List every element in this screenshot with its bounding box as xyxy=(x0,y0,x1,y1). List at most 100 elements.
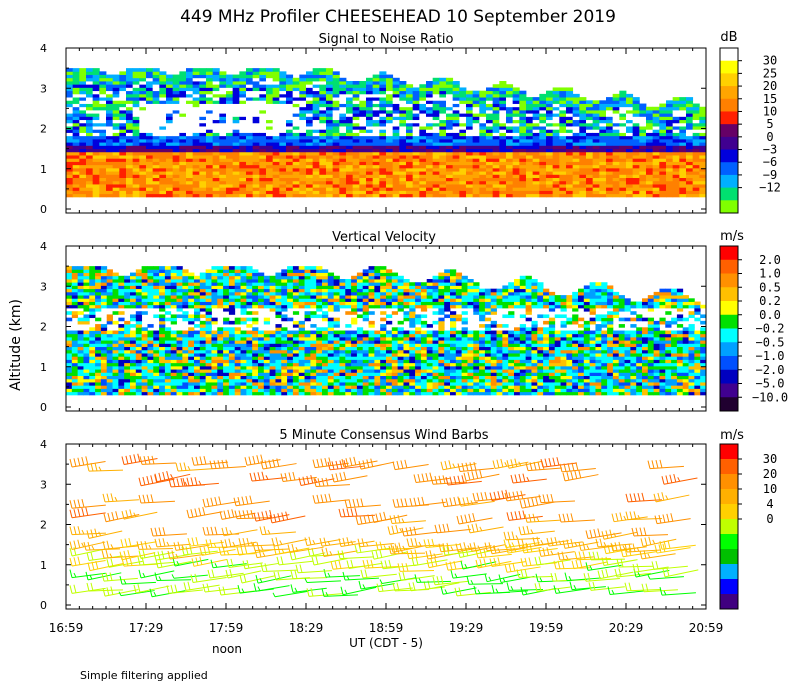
snr-cell xyxy=(272,164,280,169)
snr-cell xyxy=(352,116,360,121)
vv-cell xyxy=(153,353,160,357)
snr-cell xyxy=(672,122,680,127)
vv-cell xyxy=(130,365,137,370)
snr-cell xyxy=(659,190,667,195)
vv-cell xyxy=(77,356,84,360)
snr-cell xyxy=(599,193,607,198)
vv-cell xyxy=(246,385,253,389)
snr-cell xyxy=(426,132,434,137)
vv-cell xyxy=(287,375,294,380)
snr-cell xyxy=(639,171,647,175)
vv-cell xyxy=(292,391,300,396)
snr-cell xyxy=(139,180,147,185)
snr-cell xyxy=(446,184,454,188)
snr-cell xyxy=(239,174,247,179)
snr-cell xyxy=(139,90,147,95)
snr-cell xyxy=(492,158,500,162)
snr-cell xyxy=(572,158,580,162)
snr-cell xyxy=(72,158,80,162)
snr-cell xyxy=(519,177,527,182)
snr-cell xyxy=(399,113,407,117)
snr-cell xyxy=(226,129,234,133)
vv-cell xyxy=(234,385,241,389)
snr-cell xyxy=(652,161,660,166)
snr-cell xyxy=(466,167,474,172)
snr-cell xyxy=(219,93,227,98)
snr-cell xyxy=(446,119,454,124)
snr-cell xyxy=(252,177,260,182)
vv-cell xyxy=(83,378,90,383)
snr-cell xyxy=(226,193,234,198)
snr-cell xyxy=(359,106,367,111)
snr-cell xyxy=(139,93,147,98)
snr-cell xyxy=(79,129,87,133)
vv-cell xyxy=(240,295,247,299)
snr-cell xyxy=(672,180,680,185)
snr-cell xyxy=(612,148,620,153)
snr-cell xyxy=(666,132,674,137)
snr-cell xyxy=(306,151,314,156)
snr-cell xyxy=(399,84,407,88)
snr-cell xyxy=(626,100,634,104)
snr-cell xyxy=(66,180,74,185)
snr-cell xyxy=(592,113,600,117)
vv-cell xyxy=(182,391,189,396)
snr-cell xyxy=(432,167,440,172)
snr-cell xyxy=(346,109,354,114)
snr-cell xyxy=(632,103,640,108)
snr-cell xyxy=(252,109,260,114)
vv-cell xyxy=(170,340,177,344)
vv-cell xyxy=(159,359,166,364)
snr-cell xyxy=(459,135,467,140)
vv-cell xyxy=(106,343,113,348)
snr-cell xyxy=(486,187,494,191)
vv-cell xyxy=(95,291,102,296)
snr-cell xyxy=(259,155,267,159)
snr-cell xyxy=(326,158,334,162)
snr-cell xyxy=(319,177,327,182)
snr-cell xyxy=(352,177,360,182)
snr-cell xyxy=(226,155,234,159)
snr-cell xyxy=(279,187,287,191)
snr-cell xyxy=(246,148,254,153)
vv-cell xyxy=(199,372,207,377)
snr-cell xyxy=(386,135,394,140)
snr-cell xyxy=(106,138,114,143)
snr-cell xyxy=(419,135,427,140)
vv-cell xyxy=(106,349,113,354)
vv-cell xyxy=(112,353,119,357)
vv-cell xyxy=(106,317,113,322)
snr-cell xyxy=(479,171,487,175)
snr-cell xyxy=(506,184,514,188)
snr-cell xyxy=(539,151,547,156)
snr-cell xyxy=(612,119,620,124)
snr-cell xyxy=(139,113,147,117)
snr-cell xyxy=(612,167,620,172)
snr-cell xyxy=(466,132,474,137)
snr-cell xyxy=(159,138,167,143)
snr-cell xyxy=(179,129,187,133)
snr-cell xyxy=(199,84,207,88)
snr-cell xyxy=(652,167,660,172)
snr-cell xyxy=(559,171,567,175)
snr-cell xyxy=(192,158,200,162)
snr-cell xyxy=(352,148,360,153)
snr-cell xyxy=(679,177,687,182)
snr-cell xyxy=(346,122,354,127)
snr-cell xyxy=(506,132,514,137)
vv-cell xyxy=(292,382,300,386)
snr-cell xyxy=(172,177,180,182)
snr-cell xyxy=(412,135,420,140)
snr-cell xyxy=(299,193,307,198)
snr-cell xyxy=(646,190,654,195)
snr-cell xyxy=(86,171,94,175)
snr-cell xyxy=(206,81,214,85)
snr-cell xyxy=(112,184,120,188)
snr-cell xyxy=(679,190,687,195)
colorbar-tick-label: 15 xyxy=(763,92,777,106)
snr-cell xyxy=(526,167,534,172)
snr-cell xyxy=(506,155,514,159)
snr-cell xyxy=(679,161,687,166)
snr-cell xyxy=(312,100,320,104)
snr-cell xyxy=(512,109,520,114)
